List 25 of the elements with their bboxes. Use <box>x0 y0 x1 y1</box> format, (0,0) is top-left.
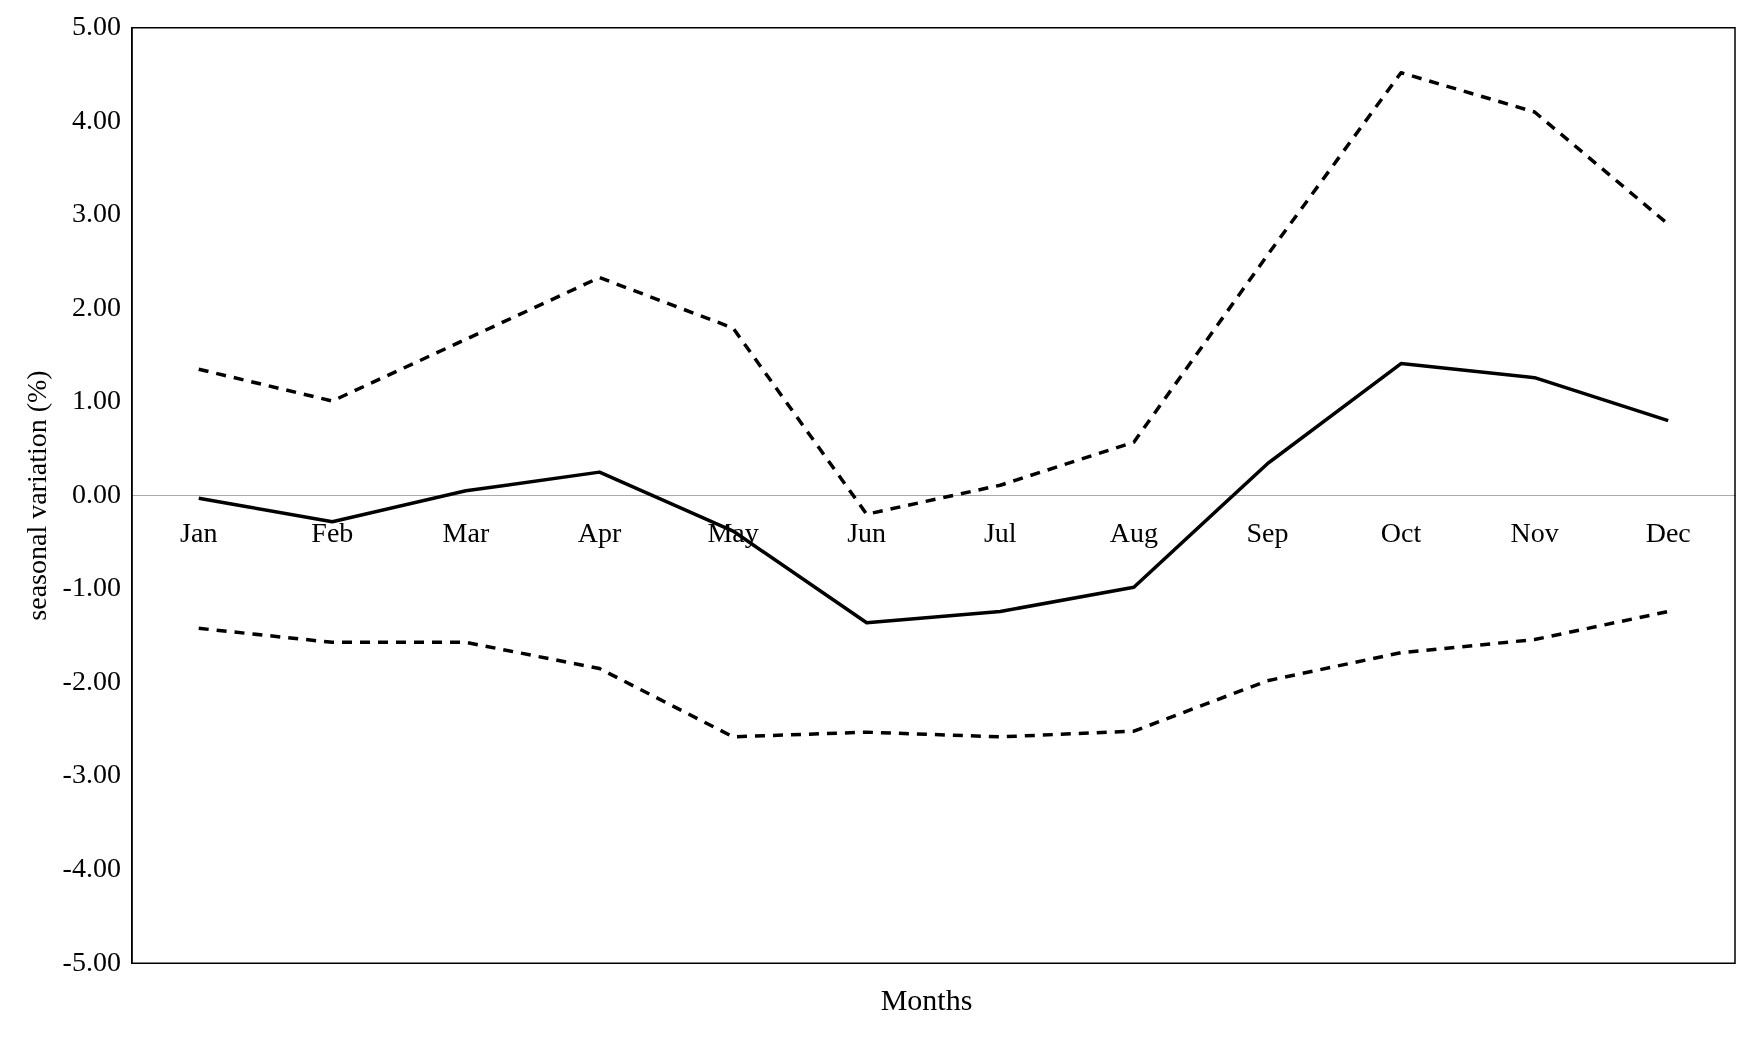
x-axis-title: Months <box>879 983 974 1017</box>
y-tick-label: -5.00 <box>62 945 121 977</box>
x-tick-label: Nov <box>1510 516 1559 548</box>
y-tick-label: 1.00 <box>71 384 121 416</box>
x-tick-label: Mar <box>442 516 490 548</box>
x-tick-label: Apr <box>577 516 622 548</box>
y-tick-label: 0.00 <box>71 477 121 509</box>
x-tick-label: Aug <box>1109 516 1158 548</box>
x-tick-label: Sep <box>1246 516 1289 548</box>
x-tick-label: Jun <box>847 516 887 548</box>
y-tick-label: -2.00 <box>62 664 121 696</box>
y-tick-label: 5.00 <box>71 10 121 42</box>
y-axis-title: seasonal variation (%) <box>21 370 53 621</box>
x-tick-label: Oct <box>1380 516 1422 548</box>
y-tick-label: 2.00 <box>71 290 121 322</box>
y-tick-label: 3.00 <box>71 197 121 229</box>
line-series <box>196 609 1670 739</box>
y-tick-label: -1.00 <box>62 571 121 603</box>
x-tick-label: Dec <box>1645 516 1691 548</box>
x-tick-label: Jul <box>983 516 1017 548</box>
y-tick-label: -3.00 <box>62 758 121 790</box>
y-tick-label: 4.00 <box>71 103 121 135</box>
x-tick-label: Feb <box>311 516 354 548</box>
y-tick-label: -4.00 <box>62 852 121 884</box>
x-tick-label: Jan <box>180 516 218 548</box>
